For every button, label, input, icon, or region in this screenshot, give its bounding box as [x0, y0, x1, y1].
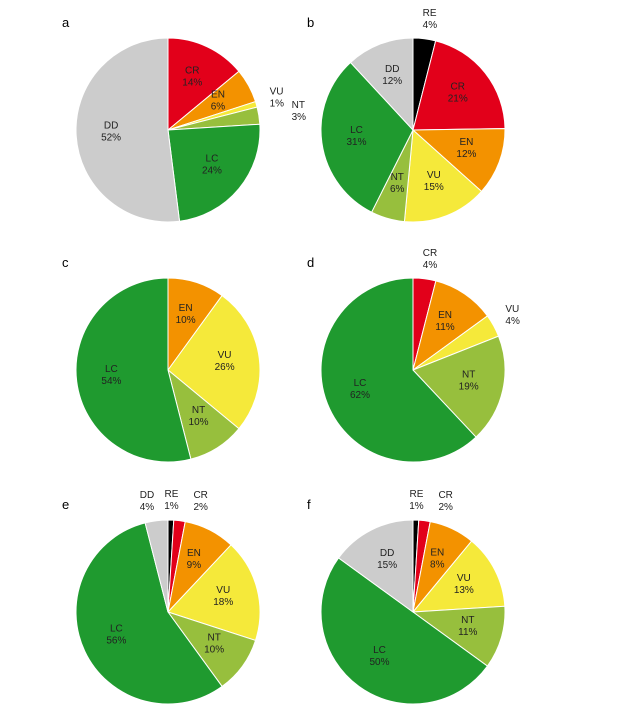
slice-category: NT — [462, 369, 475, 380]
pie-slice — [412, 335, 506, 438]
slice-category: NT — [461, 615, 474, 626]
pie-slice — [349, 37, 414, 132]
pie-slice — [144, 519, 169, 613]
slice-value-label: 9% — [187, 560, 202, 571]
slice-value-label: 4% — [423, 260, 438, 271]
slice-value-label: 19% — [459, 381, 479, 392]
slice-category: VU — [505, 304, 519, 315]
slice-value-label: 10% — [204, 645, 224, 656]
pie-slice — [412, 40, 506, 131]
pie-slice — [411, 128, 506, 193]
slice-value-label: 4% — [423, 20, 438, 31]
slice-category: RE — [410, 489, 424, 500]
slice-value-label: 1% — [270, 98, 285, 109]
slice-category: CR — [438, 490, 452, 501]
slice-category: NT — [207, 633, 220, 644]
pie-slice — [411, 540, 506, 613]
slice-value-label: 18% — [213, 597, 233, 608]
slice-category: DD — [380, 548, 394, 559]
slice-value-label: 52% — [101, 133, 121, 144]
pie-slice — [320, 557, 489, 705]
slice-value-label: 11% — [458, 627, 477, 638]
slice-category: VU — [218, 350, 232, 361]
slice-value-label: 3% — [292, 112, 307, 123]
slice-category: VU — [216, 585, 230, 596]
slice-category: CR — [423, 248, 437, 259]
slice-category: CR — [451, 82, 465, 93]
slice-category: EN — [179, 303, 193, 314]
slice-value-label: 21% — [448, 94, 468, 105]
slice-category: CR — [185, 65, 199, 76]
pie-slice — [167, 123, 261, 222]
slice-value-label: 1% — [164, 501, 179, 512]
panel-label: b — [307, 15, 314, 30]
slice-category: LC — [206, 153, 219, 164]
slice-value-label: 54% — [101, 376, 121, 387]
slice-category: RE — [423, 8, 437, 19]
slice-category: LC — [350, 125, 363, 136]
panel-label: a — [62, 15, 70, 30]
pie-slice — [320, 277, 477, 463]
slice-category: VU — [457, 573, 471, 584]
slice-value-label: 6% — [390, 184, 405, 195]
slice-category: EN — [187, 548, 201, 559]
pie-slice — [75, 522, 223, 705]
slice-category: EN — [438, 310, 452, 321]
slice-category: NT — [391, 172, 404, 183]
slice-value-label: 4% — [505, 316, 520, 327]
slice-value-label: 12% — [456, 149, 476, 160]
slice-value-label: 13% — [454, 585, 474, 596]
slice-value-label: 11% — [435, 322, 454, 333]
panel-label: d — [307, 255, 314, 270]
slice-value-label: 10% — [176, 315, 196, 326]
slice-category: VU — [427, 170, 441, 181]
slice-category: LC — [110, 623, 123, 634]
slice-value-label: 26% — [215, 362, 235, 373]
pie-slice — [167, 294, 261, 430]
pie-slice — [167, 544, 261, 642]
pie-slice — [320, 61, 414, 213]
pie-slice — [403, 128, 483, 223]
slice-category: DD — [385, 64, 399, 75]
slice-category: NT — [192, 405, 205, 416]
pie-slice — [337, 519, 414, 613]
slice-category: CR — [193, 490, 207, 501]
slice-category: EN — [430, 547, 444, 558]
pie-slice — [75, 37, 181, 223]
slice-value-label: 50% — [369, 657, 389, 668]
slice-category: NT — [292, 100, 305, 111]
slice-category: EN — [211, 90, 225, 101]
slice-category: DD — [104, 121, 118, 132]
slice-category: LC — [373, 645, 386, 656]
slice-category: RE — [165, 489, 179, 500]
slice-value-label: 2% — [438, 502, 453, 513]
slice-value-label: 31% — [347, 137, 367, 148]
slice-value-label: 15% — [424, 182, 444, 193]
slice-category: DD — [140, 490, 154, 501]
slice-value-label: 6% — [211, 102, 226, 113]
slice-value-label: 2% — [193, 502, 208, 513]
pie-slice — [75, 277, 192, 463]
panel-label: c — [62, 255, 69, 270]
slice-value-label: 12% — [382, 76, 402, 87]
slice-category: VU — [270, 86, 284, 97]
panel-label: e — [62, 497, 69, 512]
slice-value-label: 62% — [350, 390, 370, 401]
slice-category: LC — [354, 378, 367, 389]
slice-value-label: 14% — [182, 77, 202, 88]
slice-category: LC — [105, 364, 118, 375]
slice-value-label: 8% — [430, 559, 445, 570]
slice-value-label: 1% — [409, 501, 424, 512]
pie-slice — [167, 37, 240, 132]
slice-value-label: 10% — [189, 417, 209, 428]
panel-label: f — [307, 497, 311, 512]
slice-value-label: 56% — [106, 635, 126, 646]
slice-value-label: 24% — [202, 165, 222, 176]
slice-value-label: 15% — [377, 560, 397, 571]
slice-category: EN — [459, 137, 473, 148]
slice-value-label: 4% — [140, 502, 155, 513]
